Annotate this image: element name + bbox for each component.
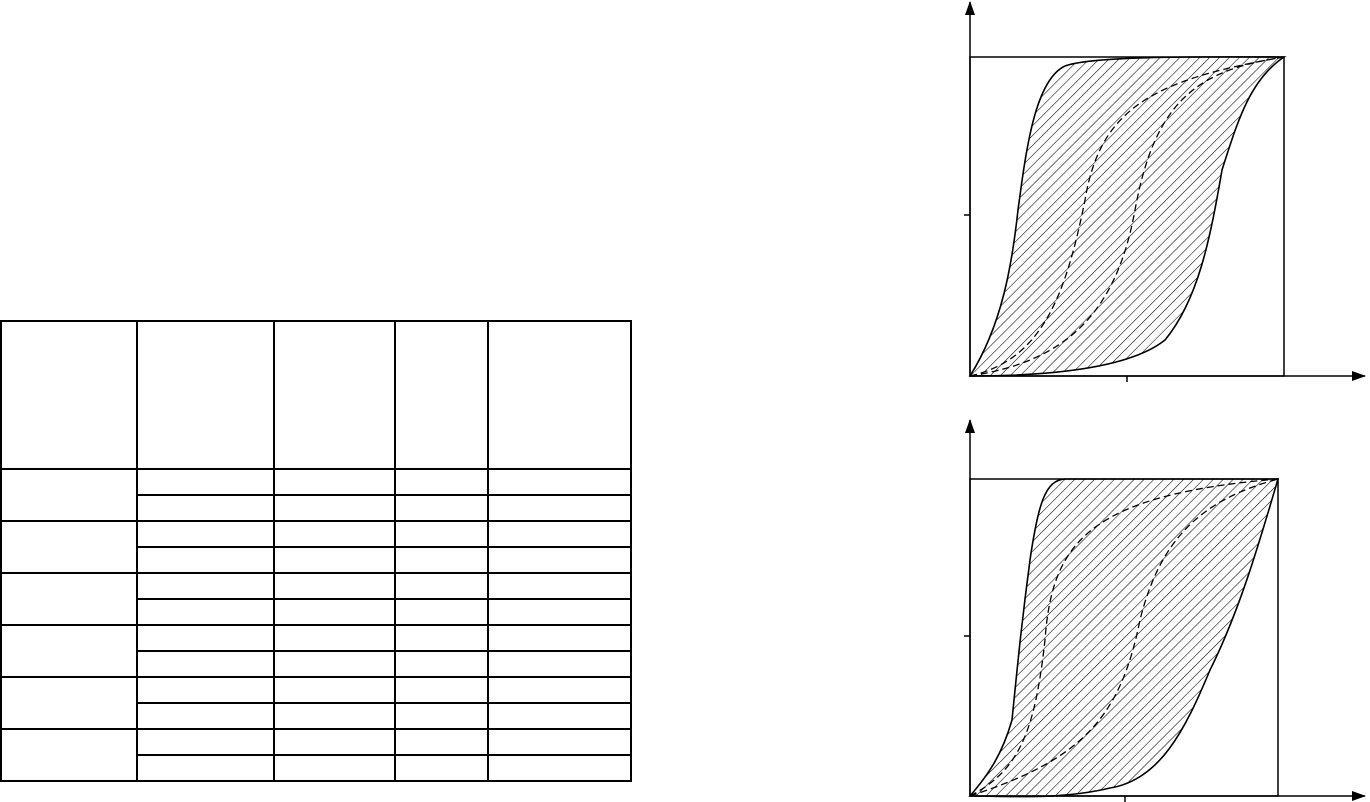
table-row [0, 520, 632, 574]
table-cell [394, 572, 489, 600]
table-header-row [0, 320, 632, 470]
dashed-curve [969, 56, 1285, 377]
table-cell [487, 546, 632, 574]
header-cell [273, 320, 396, 470]
table-row [0, 728, 632, 782]
table-cell [136, 650, 275, 678]
hatched-band [968, 478, 1280, 798]
table-cell [136, 624, 275, 652]
table-row [1, 546, 632, 574]
bottom-panel [964, 419, 1366, 802]
table-row [0, 676, 632, 730]
table-row [1, 702, 632, 730]
group-label-cell [0, 624, 138, 678]
dashed-curve [969, 478, 1279, 797]
header-cell [487, 320, 632, 470]
table-cell [394, 520, 489, 548]
table-cell [136, 676, 275, 704]
table-cell [136, 520, 275, 548]
group-label-cell [0, 520, 138, 574]
table-cell [487, 468, 632, 496]
table-cell [487, 494, 632, 522]
table-cell [487, 650, 632, 678]
table-cell [394, 598, 489, 626]
group-label-cell [0, 468, 138, 522]
table-cell [136, 572, 275, 600]
table-body [0, 320, 632, 782]
hatched-band [968, 56, 1287, 377]
table-cell [394, 728, 489, 756]
table-row [0, 468, 632, 522]
table-cell [394, 676, 489, 704]
header-cell [0, 320, 138, 470]
data-table [0, 320, 632, 782]
table-cell [273, 546, 396, 574]
table-cell [394, 702, 489, 730]
table-cell [273, 702, 396, 730]
table-cell [487, 520, 632, 548]
table-cell [394, 754, 489, 782]
table-cell [136, 754, 275, 782]
table-cell [487, 728, 632, 756]
table-row [0, 572, 632, 626]
table-cell [273, 676, 396, 704]
table-cell [273, 520, 396, 548]
table-cell [487, 624, 632, 652]
header-cell [394, 320, 489, 470]
table-cell [273, 728, 396, 756]
group-label-cell [0, 728, 138, 782]
header-cell [136, 320, 275, 470]
table-row [1, 494, 632, 522]
table-row [0, 624, 632, 678]
table-cell [394, 650, 489, 678]
dashed-curve [969, 478, 1279, 797]
group-label-cell [0, 572, 138, 626]
table-cell [136, 494, 275, 522]
table-cell [273, 494, 396, 522]
table-row [1, 650, 632, 678]
table-cell [273, 650, 396, 678]
table-row [1, 598, 632, 626]
table-cell [273, 598, 396, 626]
table-cell [487, 572, 632, 600]
band-diagrams [964, 1, 1366, 802]
table-row [1, 754, 632, 782]
table-cell [136, 468, 275, 496]
table-cell [487, 598, 632, 626]
table-cell [136, 728, 275, 756]
table-cell [394, 546, 489, 574]
top-panel [964, 1, 1366, 382]
table-cell [273, 754, 396, 782]
table-cell [136, 702, 275, 730]
table-cell [487, 702, 632, 730]
table-cell [136, 546, 275, 574]
table-cell [136, 598, 275, 626]
table-cell [487, 754, 632, 782]
table-cell [394, 494, 489, 522]
group-label-cell [0, 676, 138, 730]
dashed-curve [969, 56, 1285, 377]
table-cell [273, 624, 396, 652]
table-cell [273, 468, 396, 496]
table-cell [394, 468, 489, 496]
table-cell [273, 572, 396, 600]
table-cell [487, 676, 632, 704]
table-cell [394, 624, 489, 652]
